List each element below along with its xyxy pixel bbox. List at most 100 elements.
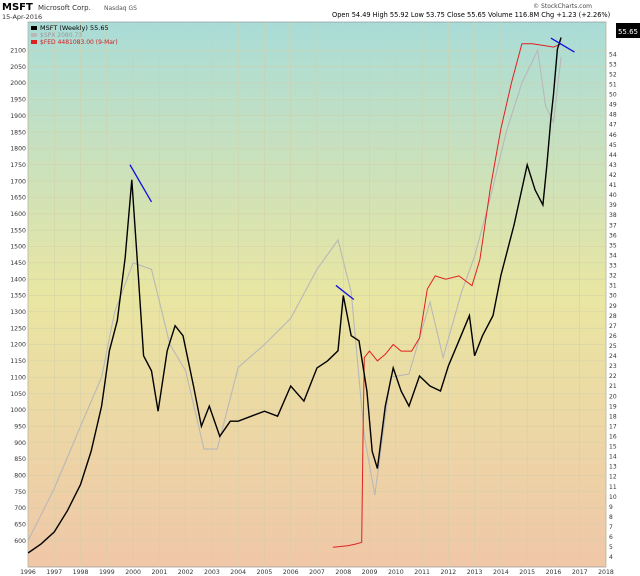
x-tick-label: 2009 [362, 569, 378, 576]
y-left-tick-label: 1850 [10, 129, 26, 136]
y-left-tick-label: 2000 [10, 80, 26, 87]
y-left-tick-label: 750 [14, 489, 26, 496]
y-left-tick-label: 1700 [10, 178, 26, 185]
last-value-tag-box [616, 23, 640, 38]
y-left-tick-label: 1000 [10, 407, 26, 414]
trendline [550, 37, 575, 53]
y-right-tick-label: 32 [609, 273, 617, 280]
y-left-tick-label: 1650 [10, 195, 26, 202]
legend-swatch-spx [31, 33, 37, 37]
y-right-tick-label: 8 [609, 514, 613, 521]
y-left-tick-label: 700 [14, 505, 26, 512]
x-tick-label: 2006 [283, 569, 299, 576]
y-left-tick-label: 1450 [10, 260, 26, 267]
y-right-tick-label: 23 [609, 363, 617, 370]
y-right-tick-label: 30 [609, 293, 617, 300]
x-tick-label: 2015 [519, 569, 535, 576]
y-left-tick-label: 1200 [10, 342, 26, 349]
chart-symbol: MSFT [2, 2, 33, 13]
x-tick-label: 2000 [125, 569, 141, 576]
y-right-tick-label: 53 [609, 61, 617, 68]
legend: MSFT (Weekly) 55.65 $SPX 2080.73 $FED 44… [31, 24, 118, 46]
y-right-tick-label: 4 [609, 554, 613, 561]
y-right-tick-label: 49 [609, 102, 617, 109]
y-right-tick-label: 31 [609, 283, 617, 290]
x-tick-label: 2011 [414, 569, 430, 576]
x-tick-label: 2017 [572, 569, 588, 576]
series-line-fed [332, 43, 562, 548]
y-right-tick-label: 22 [609, 373, 617, 380]
x-tick-label: 1998 [73, 569, 89, 576]
x-tick-label: 2001 [151, 569, 167, 576]
x-tick-label: 2016 [546, 569, 562, 576]
y-right-tick-label: 37 [609, 222, 617, 229]
y-right-tick-label: 41 [609, 182, 617, 189]
y-right-tick-label: 29 [609, 303, 617, 310]
y-left-tick-label: 1400 [10, 276, 26, 283]
left-axis: 600 650 700 750 800 850 900 950 1000 1050 1100 1150… [10, 48, 26, 545]
trendlines [129, 37, 575, 301]
y-left-tick-label: 1950 [10, 97, 26, 104]
y-left-tick-label: 1050 [10, 391, 26, 398]
legend-swatch-msft [31, 26, 37, 30]
x-tick-label: 2012 [440, 569, 456, 576]
y-right-tick-label: 20 [609, 393, 617, 400]
y-left-tick-label: 1550 [10, 227, 26, 234]
y-left-tick-label: 1250 [10, 325, 26, 332]
y-right-tick-label: 7 [609, 524, 613, 531]
y-right-tick-label: 48 [609, 112, 617, 119]
y-right-tick-label: 12 [609, 474, 617, 481]
y-right-tick-label: 21 [609, 383, 617, 390]
y-left-tick-label: 2100 [10, 48, 26, 55]
y-right-tick-label: 35 [609, 242, 617, 249]
y-right-tick-label: 50 [609, 92, 617, 99]
x-tick-label: 2003 [204, 569, 220, 576]
y-left-tick-label: 650 [14, 522, 26, 529]
x-tick-label: 2004 [230, 569, 246, 576]
y-left-tick-label: 1750 [10, 162, 26, 169]
x-tick-label: 1996 [20, 569, 36, 576]
y-right-tick-label: 45 [609, 142, 617, 149]
y-right-tick-label: 27 [609, 323, 617, 330]
y-left-tick-label: 1800 [10, 146, 26, 153]
y-right-tick-label: 34 [609, 252, 617, 259]
y-right-tick-label: 24 [609, 353, 617, 360]
x-axis: 1996 1997 1998 1999 2000 2001 2002 2003 2004 2005… [20, 569, 614, 576]
y-right-tick-label: 51 [609, 81, 617, 88]
trendline [129, 164, 153, 203]
trendline [335, 284, 355, 301]
right-axis: 4567891011121314151617181920212223242526… [609, 51, 617, 561]
chart-watermark: © StockCharts.com [533, 3, 592, 10]
x-tick-label: 2007 [309, 569, 325, 576]
y-right-tick-label: 6 [609, 534, 613, 541]
x-tick-label: 1997 [46, 569, 62, 576]
y-left-tick-label: 1500 [10, 244, 26, 251]
y-right-tick-label: 14 [609, 454, 617, 461]
y-right-tick-label: 26 [609, 333, 617, 340]
x-tick-label: 2002 [178, 569, 194, 576]
y-right-tick-label: 11 [609, 484, 617, 491]
legend-label-msft: MSFT (Weekly) 55.65 [40, 24, 109, 32]
y-right-tick-label: 15 [609, 444, 617, 451]
series-line-spx [28, 48, 562, 541]
y-right-tick-label: 18 [609, 413, 617, 420]
legend-label-fed: $FED 4481083.00 (9-Mar) [40, 39, 118, 46]
y-right-tick-label: 13 [609, 464, 617, 471]
y-right-tick-label: 5 [609, 544, 613, 551]
x-tick-label: 2005 [257, 569, 273, 576]
series-line-msft [28, 37, 562, 554]
y-right-tick-label: 33 [609, 263, 617, 270]
y-left-tick-label: 1350 [10, 293, 26, 300]
x-tick-label: 2010 [388, 569, 404, 576]
y-left-tick-label: 1100 [10, 374, 26, 381]
y-right-tick-label: 44 [609, 152, 617, 159]
y-left-tick-label: 850 [14, 456, 26, 463]
y-right-tick-label: 43 [609, 162, 617, 169]
y-left-tick-label: 600 [14, 538, 26, 545]
y-right-tick-label: 16 [609, 434, 617, 441]
y-right-tick-label: 47 [609, 122, 617, 129]
x-tick-label: 2013 [467, 569, 483, 576]
y-left-tick-label: 1150 [10, 358, 26, 365]
grid [27, 22, 607, 567]
y-right-tick-label: 17 [609, 423, 617, 430]
